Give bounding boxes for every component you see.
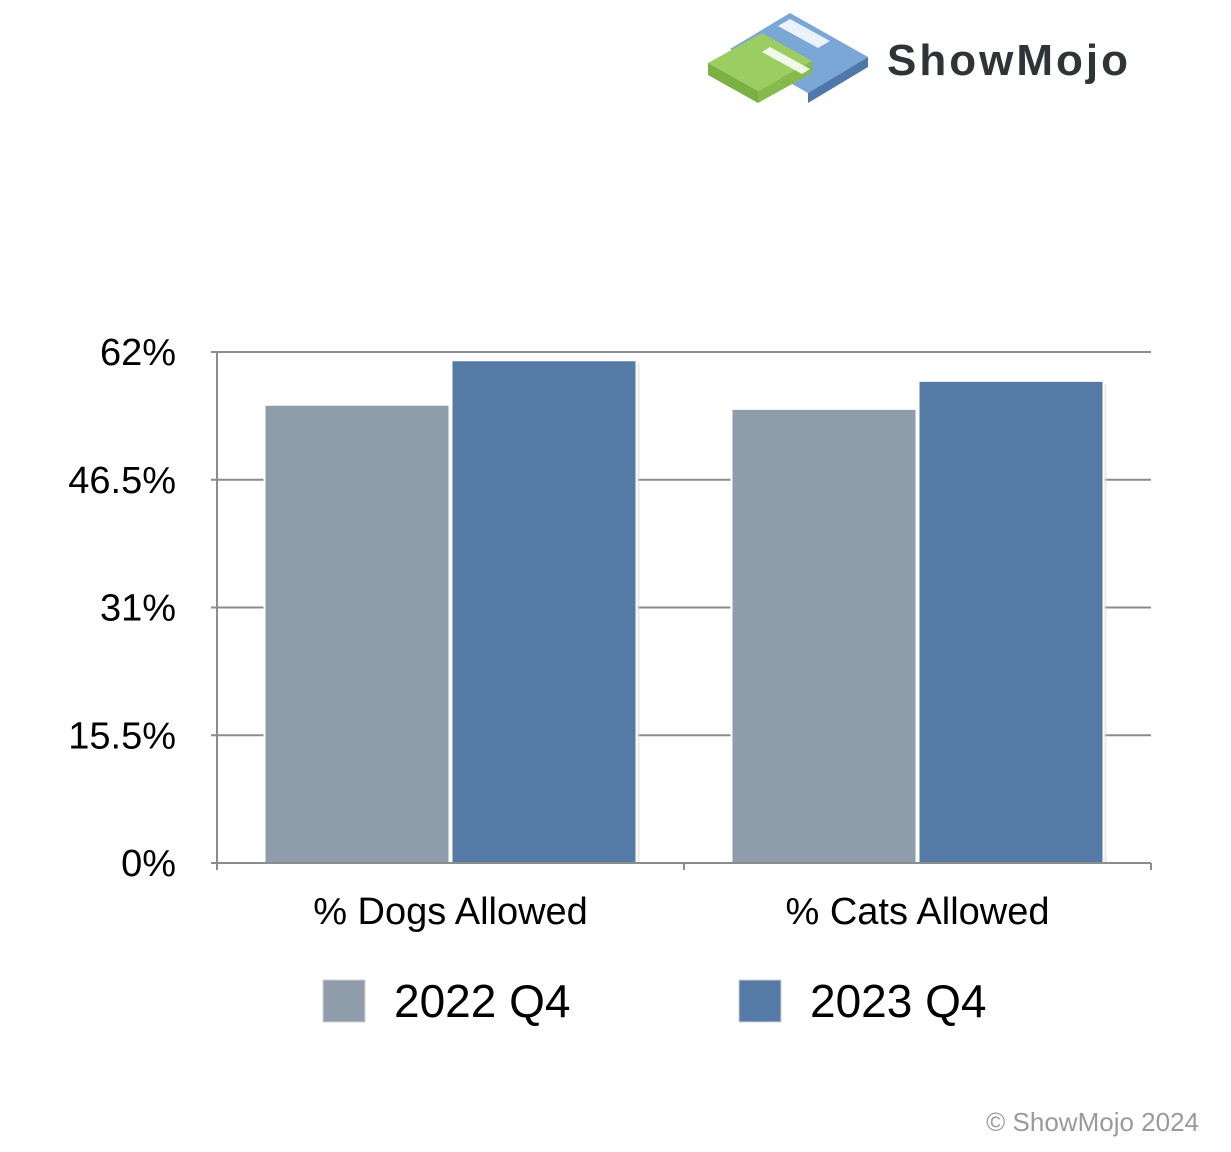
legend-swatch [738, 979, 782, 1023]
legend-label: 2023 Q4 [810, 975, 986, 1027]
legend: 2022 Q4 2023 Q4 [322, 975, 986, 1027]
x-category-label: % Cats Allowed [785, 891, 1049, 933]
copyright-notice: © ShowMojo 2024 [986, 1107, 1199, 1137]
y-tick-label: 31% [100, 588, 176, 630]
y-tick-label: 62% [100, 332, 176, 374]
axes [216, 352, 1152, 870]
y-tick-label: 0% [121, 843, 176, 885]
y-tick-label: 46.5% [68, 460, 176, 502]
labels: 0% 15.5% 31% 46.5% 62% % Dogs Allowed % Cats A… [68, 332, 1049, 933]
showmojo-logo-icon [708, 13, 868, 103]
bar-2023-q4-0 [450, 359, 638, 864]
bar-2022-q4-0 [263, 403, 451, 864]
x-category-label: % Dogs Allowed [313, 891, 588, 933]
bars [263, 359, 1107, 864]
legend-swatch [322, 979, 366, 1023]
bar-2023-q4-1 [917, 379, 1105, 864]
brand-name: ShowMojo [887, 36, 1131, 85]
bar-2022-q4-1 [730, 407, 918, 864]
legend-label: 2022 Q4 [394, 975, 570, 1027]
y-tick-label: 15.5% [68, 715, 176, 757]
